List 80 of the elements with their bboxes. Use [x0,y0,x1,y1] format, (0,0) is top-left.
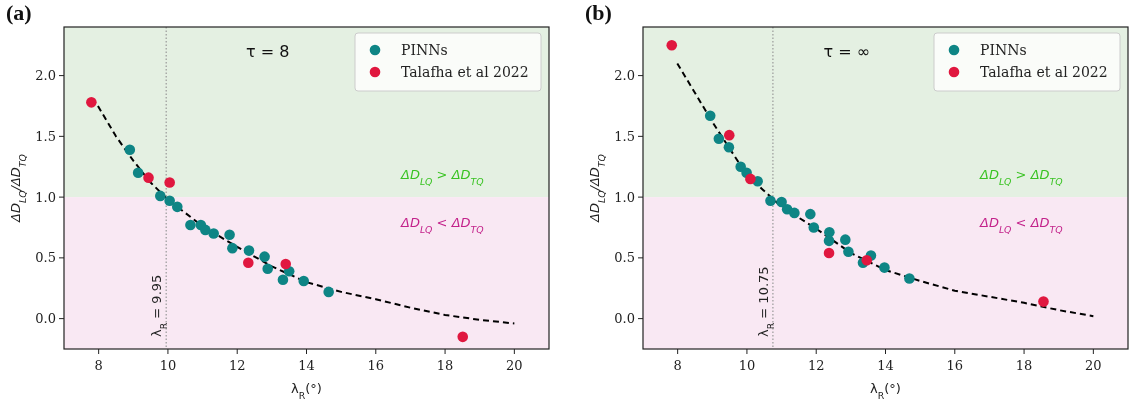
x-axis-title: λ$_{R}$(°) [870,381,901,401]
point [277,274,289,286]
x-tick-label: 8 [94,358,103,373]
point [704,110,716,121]
point [723,129,735,141]
point [227,242,238,254]
point [745,173,756,185]
x-tick-label: 20 [506,358,523,373]
point [323,286,334,298]
point [904,273,915,284]
point [823,235,835,247]
point [735,161,746,173]
x-tick-label: 20 [1085,358,1102,373]
point [861,255,873,266]
point [224,229,235,241]
point [280,258,292,270]
x-tick-label: 10 [738,358,756,373]
point [262,263,273,275]
x-tick-label: 16 [367,358,385,373]
point [132,167,144,179]
x-tick-label: 12 [228,358,246,373]
x-tick-label: 14 [877,358,894,373]
y-tick-label: 2.0 [35,68,56,84]
chart-title: (a) [6,0,32,25]
x-tick-label: 18 [1015,358,1033,373]
point [124,144,136,156]
point [155,190,166,202]
band-label: ΔD$_{LQ}$ < ΔD$_{TQ}$ [979,215,1063,235]
y-tick-label: 0.0 [35,311,56,327]
y-tick-label: 0.5 [614,250,635,266]
point [843,246,854,258]
annotation: τ = 8 [246,42,290,61]
band-label: ΔD$_{LQ}$ > ΔD$_{TQ}$ [400,167,484,187]
point [879,262,890,273]
point [243,257,254,269]
y-tick-label: 1.5 [614,128,635,144]
point [765,195,776,207]
y-tick-label: 1.5 [35,128,56,144]
point [208,228,219,239]
y-tick-label: 0.5 [35,250,56,266]
chart-title: (b) [585,0,612,25]
y-tick-label: 1.0 [614,189,635,205]
band-label: ΔD$_{LQ}$ > ΔD$_{TQ}$ [979,167,1063,187]
x-tick-label: 16 [946,358,964,373]
point [143,172,154,183]
point [776,196,787,208]
point [805,208,816,220]
x-tick-label: 14 [298,358,315,373]
x-axis-title: λ$_{R}$(°) [291,381,322,401]
legend-label: PINNs [401,42,448,58]
point [243,245,255,256]
x-tick-label: 10 [159,358,177,373]
y-tick-label: 2.0 [614,68,635,84]
point [259,251,270,262]
point [171,201,183,213]
legend-label: PINNs [980,42,1027,58]
point [457,331,469,343]
y-tick-label: 1.0 [35,189,56,205]
y-tick-label: 0.0 [614,311,635,327]
point [1038,296,1049,307]
x-tick-label: 18 [436,358,454,373]
point [789,207,800,219]
band-label: ΔD$_{LQ}$ < ΔD$_{TQ}$ [400,215,484,235]
legend-label: Talafha et al 2022 [980,64,1108,80]
legend-label: Talafha et al 2022 [401,64,529,80]
x-tick-label: 12 [807,358,825,373]
point [200,224,211,236]
point [666,39,678,51]
annotation: τ = ∞ [823,42,870,61]
point [823,247,835,259]
point [185,219,196,231]
point [808,222,820,233]
point [164,195,175,207]
point [713,133,725,145]
point [164,177,175,188]
point [723,141,735,153]
point [840,234,851,245]
point [298,275,310,287]
x-tick-label: 8 [673,358,682,373]
point [86,97,97,108]
